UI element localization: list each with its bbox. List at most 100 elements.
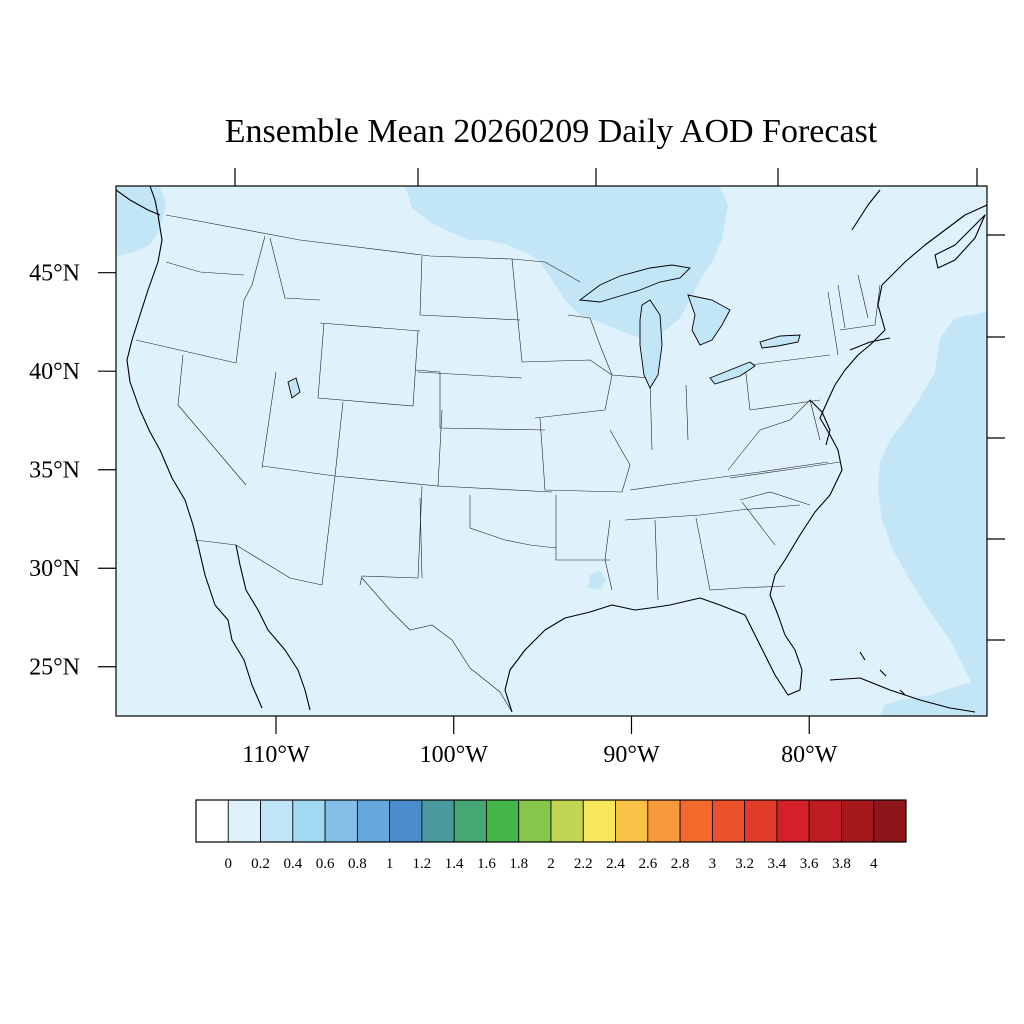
long-island	[849, 337, 891, 351]
state-borders-east	[727, 274, 869, 589]
lake-erie	[709, 361, 756, 385]
colorbar-swatch	[227, 799, 261, 843]
border-pa-ny	[749, 354, 831, 366]
x-axis: 110°W 100°W 90°W 80°W	[242, 716, 838, 768]
colorbar-swatch	[486, 799, 520, 843]
colorbar-swatch	[518, 799, 552, 843]
y-axis: 45°N 40°N 35°N 30°N 25°N	[29, 261, 116, 681]
colorbar-swatch	[453, 799, 487, 843]
nova-scotia	[934, 214, 986, 269]
border-mo	[539, 417, 631, 493]
border-nc-sc	[739, 491, 811, 506]
hudson-bay-south	[851, 189, 881, 231]
delmarva-coast	[809, 399, 831, 446]
colorbar-label: 0.6	[316, 856, 335, 872]
border-tn-ky	[629, 461, 829, 491]
colorbar-swatch	[808, 799, 842, 843]
border-az-nm	[321, 475, 336, 586]
x-tick-label: 100°W	[420, 742, 489, 768]
border-sd-ne	[417, 371, 523, 379]
colorbar-swatch	[195, 799, 229, 843]
border-ny-vt	[827, 291, 839, 356]
colorbar-label: 4	[870, 856, 878, 872]
colorbar-swatch	[679, 799, 713, 843]
coastlines	[116, 186, 987, 713]
border-ky-wv	[727, 429, 761, 471]
right-ticks	[987, 234, 1005, 641]
colorbar-label: 3.6	[800, 856, 819, 872]
border-rio-grande	[361, 577, 513, 713]
aod-region-gulf-patch	[588, 570, 606, 590]
aod-enhanced-regions	[116, 186, 987, 716]
state-borders	[135, 214, 881, 713]
border-ca-nv	[177, 354, 247, 486]
bahamas	[859, 651, 906, 696]
colorbar-swatch	[389, 799, 423, 843]
border-ar-la	[555, 495, 610, 561]
border-md-pa	[749, 399, 821, 411]
border-nv-ut	[261, 371, 277, 469]
colorbar-swatch	[873, 799, 907, 843]
border-mt-wy	[319, 322, 421, 332]
border-ut-az	[261, 465, 336, 477]
colorbar-label: 3	[709, 856, 717, 872]
colorbar: 0 0.2 0.4 0.6 0.8 1 1.2 1.4 1.6 1.8 2 2.2 2.4 2.6 2.8 3…	[195, 799, 907, 872]
lake-huron	[687, 294, 731, 346]
border-wi	[567, 314, 613, 376]
y-tick-label: 45°N	[29, 261, 80, 287]
border-nm	[359, 485, 423, 586]
aod-region-caribbean	[880, 680, 987, 716]
colorbar-swatch	[356, 799, 391, 843]
colorbar-label: 0.8	[348, 856, 367, 872]
top-ticks	[234, 168, 978, 186]
colorbar-label: 0.4	[283, 856, 302, 872]
colorbar-label: 3.4	[768, 856, 787, 872]
border-ne-ks	[414, 369, 546, 431]
colorbar-label: 1	[386, 856, 394, 872]
colorbar-frame	[195, 799, 907, 843]
colorbar-swatch	[324, 799, 358, 843]
colorbar-label: 3.2	[735, 856, 754, 872]
x-tick-label: 80°W	[781, 742, 838, 768]
colorbar-swatch	[292, 799, 326, 843]
y-tick-label: 30°N	[29, 556, 80, 582]
colorbar-label: 2	[547, 856, 555, 872]
y-tick-label: 25°N	[29, 655, 80, 681]
colorbar-label: 1.4	[445, 856, 464, 872]
gulf-coast	[504, 559, 803, 713]
colorbar-label: 2.6	[638, 856, 657, 872]
colorbar-swatch	[711, 799, 746, 843]
border-wy	[317, 322, 419, 407]
border-va-nc	[729, 461, 841, 479]
border-al-ga	[695, 517, 741, 591]
x-tick-label: 110°W	[242, 742, 310, 768]
colorbar-swatch	[582, 799, 616, 843]
lake-superior	[578, 264, 691, 303]
border-in-oh	[685, 384, 689, 441]
lake-michigan	[639, 299, 663, 389]
great-salt-lake	[287, 377, 301, 399]
border-co	[334, 401, 443, 487]
map-frame	[115, 185, 988, 717]
border-new-england	[839, 284, 881, 331]
border-fl-ga	[739, 585, 786, 589]
x-tick-label: 90°W	[603, 742, 660, 768]
colorbar-swatch	[550, 799, 584, 843]
border-nh-me	[857, 274, 869, 319]
border-ks-ok	[437, 485, 553, 493]
aod-region-great-lakes	[405, 186, 728, 338]
colorbar-label: 0.2	[251, 856, 270, 872]
border-wv-va	[759, 399, 821, 441]
colorbar-label: 1.2	[413, 856, 432, 872]
colorbar-label: 2.8	[671, 856, 690, 872]
border-tx-nm	[419, 497, 423, 579]
border-ms-al	[654, 519, 659, 601]
border-ok-tx	[469, 495, 557, 549]
y-tick-label: 40°N	[29, 359, 80, 385]
colorbar-label: 2.2	[574, 856, 593, 872]
colorbar-swatch	[260, 799, 294, 843]
lakes	[287, 264, 801, 399]
aod-region-pacific-nw	[116, 186, 166, 256]
border-mn	[511, 258, 523, 363]
